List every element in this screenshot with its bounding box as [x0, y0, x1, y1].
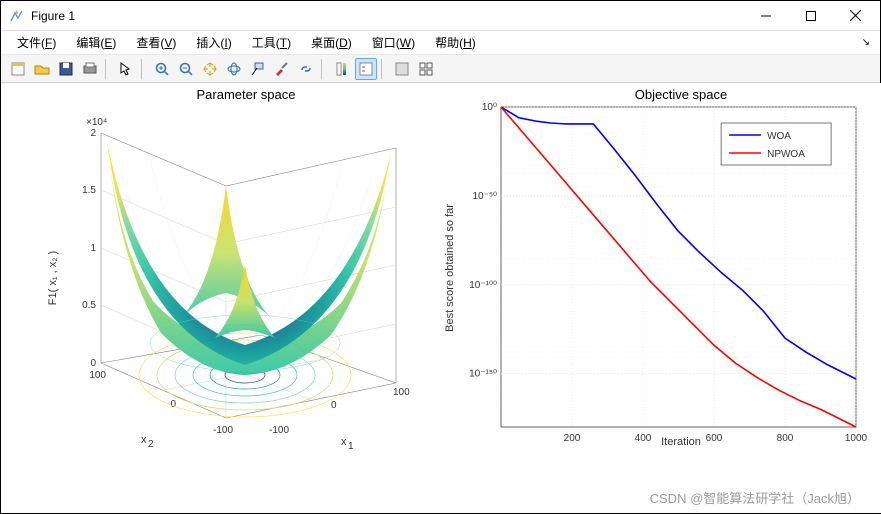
menu-d[interactable]: 桌面(D) [301, 32, 362, 53]
y-ticks: 10⁻¹⁵⁰ 10⁻¹⁰⁰ 10⁻⁵⁰ 10⁰ [469, 102, 497, 380]
svg-text:1: 1 [348, 441, 354, 452]
svg-text:10⁻⁵⁰: 10⁻⁵⁰ [472, 191, 497, 202]
window-title: Figure 1 [31, 9, 743, 23]
svg-text:2: 2 [148, 439, 154, 450]
menu-i[interactable]: 插入(I) [186, 32, 241, 53]
svg-text:0: 0 [90, 358, 96, 369]
svg-text:NPWOA: NPWOA [767, 149, 805, 160]
zoom-out-icon[interactable] [175, 58, 197, 80]
pointer-icon[interactable] [115, 58, 137, 80]
menubar: 文件(F)编辑(E)查看(V)插入(I)工具(T)桌面(D)窗口(W)帮助(H)… [1, 31, 880, 55]
annotation-icon[interactable] [391, 58, 413, 80]
svg-text:100: 100 [89, 370, 106, 381]
svg-text:2: 2 [90, 128, 96, 139]
y-axis-label: Best score obtained so far [444, 204, 456, 332]
x-axis-label: Iteration [661, 436, 701, 448]
svg-text:0: 0 [170, 399, 176, 410]
subplot-icon[interactable] [415, 58, 437, 80]
y-axis-label: x [141, 434, 147, 446]
menu-t[interactable]: 工具(T) [242, 32, 301, 53]
left-plot-title: Parameter space [197, 87, 296, 102]
svg-text:400: 400 [635, 433, 652, 444]
new-figure-icon[interactable] [7, 58, 29, 80]
svg-text:10⁰: 10⁰ [482, 102, 497, 113]
watermark: CSDN @智能算法研学社（Jack旭） [650, 488, 860, 507]
svg-text:800: 800 [777, 433, 794, 444]
close-button[interactable] [833, 2, 878, 30]
svg-text:-100: -100 [213, 425, 233, 436]
save-icon[interactable] [55, 58, 77, 80]
objective-space-plot: Objective space 10⁻¹⁵⁰ 10⁻¹⁰⁰ 10⁻⁵⁰ 10⁰ 200… [431, 83, 881, 513]
svg-text:10⁻¹⁰⁰: 10⁻¹⁰⁰ [469, 280, 497, 291]
z-axis-label: F1( x₁ , x₂ ) [47, 251, 59, 305]
svg-text:0.5: 0.5 [82, 300, 96, 311]
svg-text:1: 1 [90, 243, 96, 254]
x-ticks: 200 400 600 800 1000 [564, 433, 868, 444]
toolbar [1, 55, 880, 83]
menu-h[interactable]: 帮助(H) [425, 32, 486, 53]
rotate3d-icon[interactable] [223, 58, 245, 80]
svg-text:1.5: 1.5 [82, 185, 96, 196]
maximize-button[interactable] [788, 2, 833, 30]
pan-icon[interactable] [199, 58, 221, 80]
minimize-button[interactable] [743, 2, 788, 30]
svg-text:600: 600 [706, 433, 723, 444]
open-icon[interactable] [31, 58, 53, 80]
svg-text:1000: 1000 [845, 433, 868, 444]
link-icon[interactable] [295, 58, 317, 80]
menu-v[interactable]: 查看(V) [126, 32, 186, 53]
menu-w[interactable]: 窗口(W) [362, 32, 425, 53]
svg-text:WOA: WOA [767, 131, 791, 142]
parameter-space-plot: Parameter space ×10⁴ [1, 83, 431, 513]
svg-text:200: 200 [564, 433, 581, 444]
menu-overflow-icon[interactable]: ↘ [862, 37, 870, 48]
z-ticks: 0 0.5 1 1.5 2 [82, 128, 96, 369]
svg-text:10⁻¹⁵⁰: 10⁻¹⁵⁰ [469, 369, 497, 380]
colorbar-icon[interactable] [331, 58, 353, 80]
zoom-in-icon[interactable] [151, 58, 173, 80]
svg-text:-100: -100 [269, 425, 289, 436]
brush-icon[interactable] [271, 58, 293, 80]
x-axis-label: x [341, 436, 347, 448]
z-exponent: ×10⁴ [86, 117, 107, 128]
right-plot-title: Objective space [635, 87, 728, 102]
titlebar: Figure 1 [1, 1, 880, 31]
svg-text:100: 100 [393, 387, 410, 398]
figure-canvas: Parameter space ×10⁴ [1, 83, 880, 513]
svg-text:0: 0 [331, 400, 337, 411]
menu-e[interactable]: 编辑(E) [66, 32, 126, 53]
print-icon[interactable] [79, 58, 101, 80]
matlab-figure-icon [9, 8, 25, 24]
menu-f[interactable]: 文件(F) [7, 32, 66, 53]
legend[interactable]: WOA NPWOA [721, 123, 831, 165]
legend-icon[interactable] [355, 58, 377, 80]
data-cursor-icon[interactable] [247, 58, 269, 80]
